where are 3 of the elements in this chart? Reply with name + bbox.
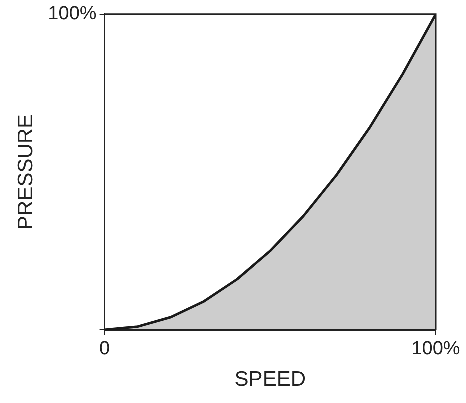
x-tick-label: 0 — [100, 338, 110, 360]
x-axis-title: SPEED — [234, 368, 306, 392]
y-axis-title: PRESSURE — [14, 114, 38, 230]
